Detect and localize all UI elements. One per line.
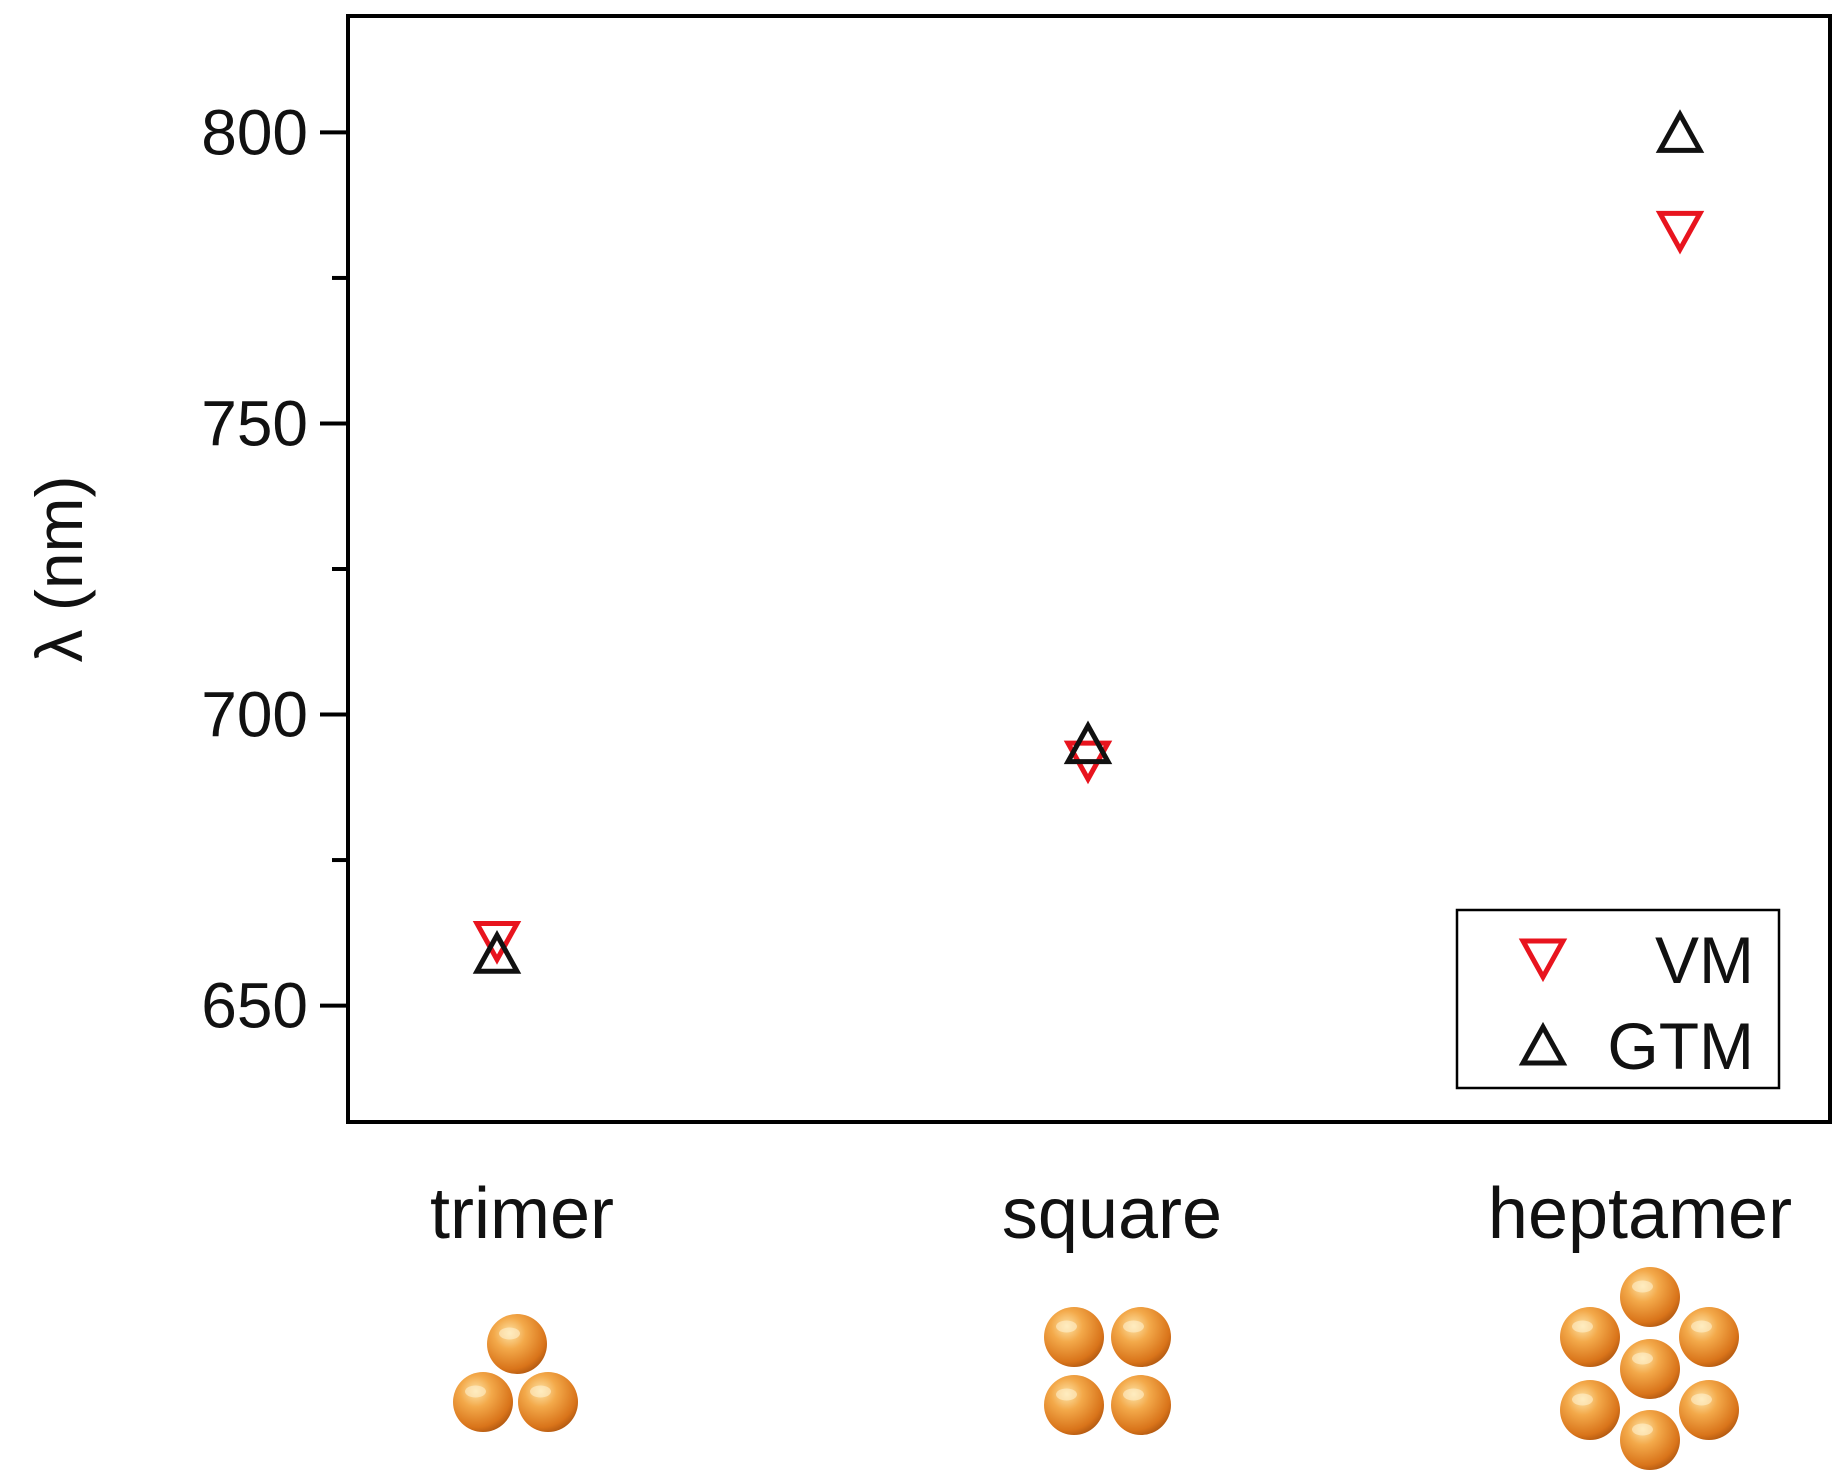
legend-box bbox=[1455, 908, 1781, 1090]
particle-icon bbox=[1620, 1339, 1680, 1399]
data-point-vm-heptamer bbox=[1655, 210, 1705, 255]
y-tick-label: 800 bbox=[201, 96, 308, 168]
data-point-vm-trimer bbox=[472, 921, 522, 965]
particle-icon bbox=[1620, 1410, 1680, 1470]
particle-icon bbox=[1560, 1380, 1620, 1440]
heptamer-cluster-icon bbox=[1560, 1267, 1739, 1470]
y-axis-label: λ (nm) bbox=[22, 476, 96, 663]
legend-label-gtm: GTM bbox=[1607, 1009, 1754, 1083]
data-point-gtm-heptamer bbox=[1655, 109, 1705, 153]
trimer-cluster-icon bbox=[453, 1314, 578, 1432]
particle-icon bbox=[1679, 1307, 1739, 1367]
y-tick-label: 750 bbox=[201, 387, 308, 459]
particle-icon bbox=[487, 1314, 547, 1374]
data-point-gtm-trimer bbox=[472, 930, 522, 974]
particle-icon bbox=[1111, 1375, 1171, 1435]
particle-icon bbox=[1044, 1375, 1104, 1435]
y-tick-label: 700 bbox=[201, 679, 308, 751]
particle-icon bbox=[518, 1372, 578, 1432]
category-label-trimer: trimer bbox=[430, 1174, 614, 1254]
particle-icon bbox=[1560, 1307, 1620, 1367]
y-tick-label: 650 bbox=[201, 970, 308, 1042]
particle-icon bbox=[1679, 1380, 1739, 1440]
category-label-square: square bbox=[1002, 1174, 1222, 1254]
particle-icon bbox=[1111, 1307, 1171, 1367]
data-point-gtm-square bbox=[1063, 720, 1113, 765]
legend-label-vm: VM bbox=[1655, 923, 1754, 997]
category-label-heptamer: heptamer bbox=[1488, 1174, 1792, 1254]
legend-marker-gtm bbox=[1518, 1021, 1568, 1066]
particle-icon bbox=[1044, 1307, 1104, 1367]
legend-marker-vm bbox=[1518, 938, 1568, 983]
particle-icon bbox=[1620, 1267, 1680, 1327]
square-cluster-icon bbox=[1044, 1307, 1171, 1435]
particle-icon bbox=[453, 1372, 513, 1432]
